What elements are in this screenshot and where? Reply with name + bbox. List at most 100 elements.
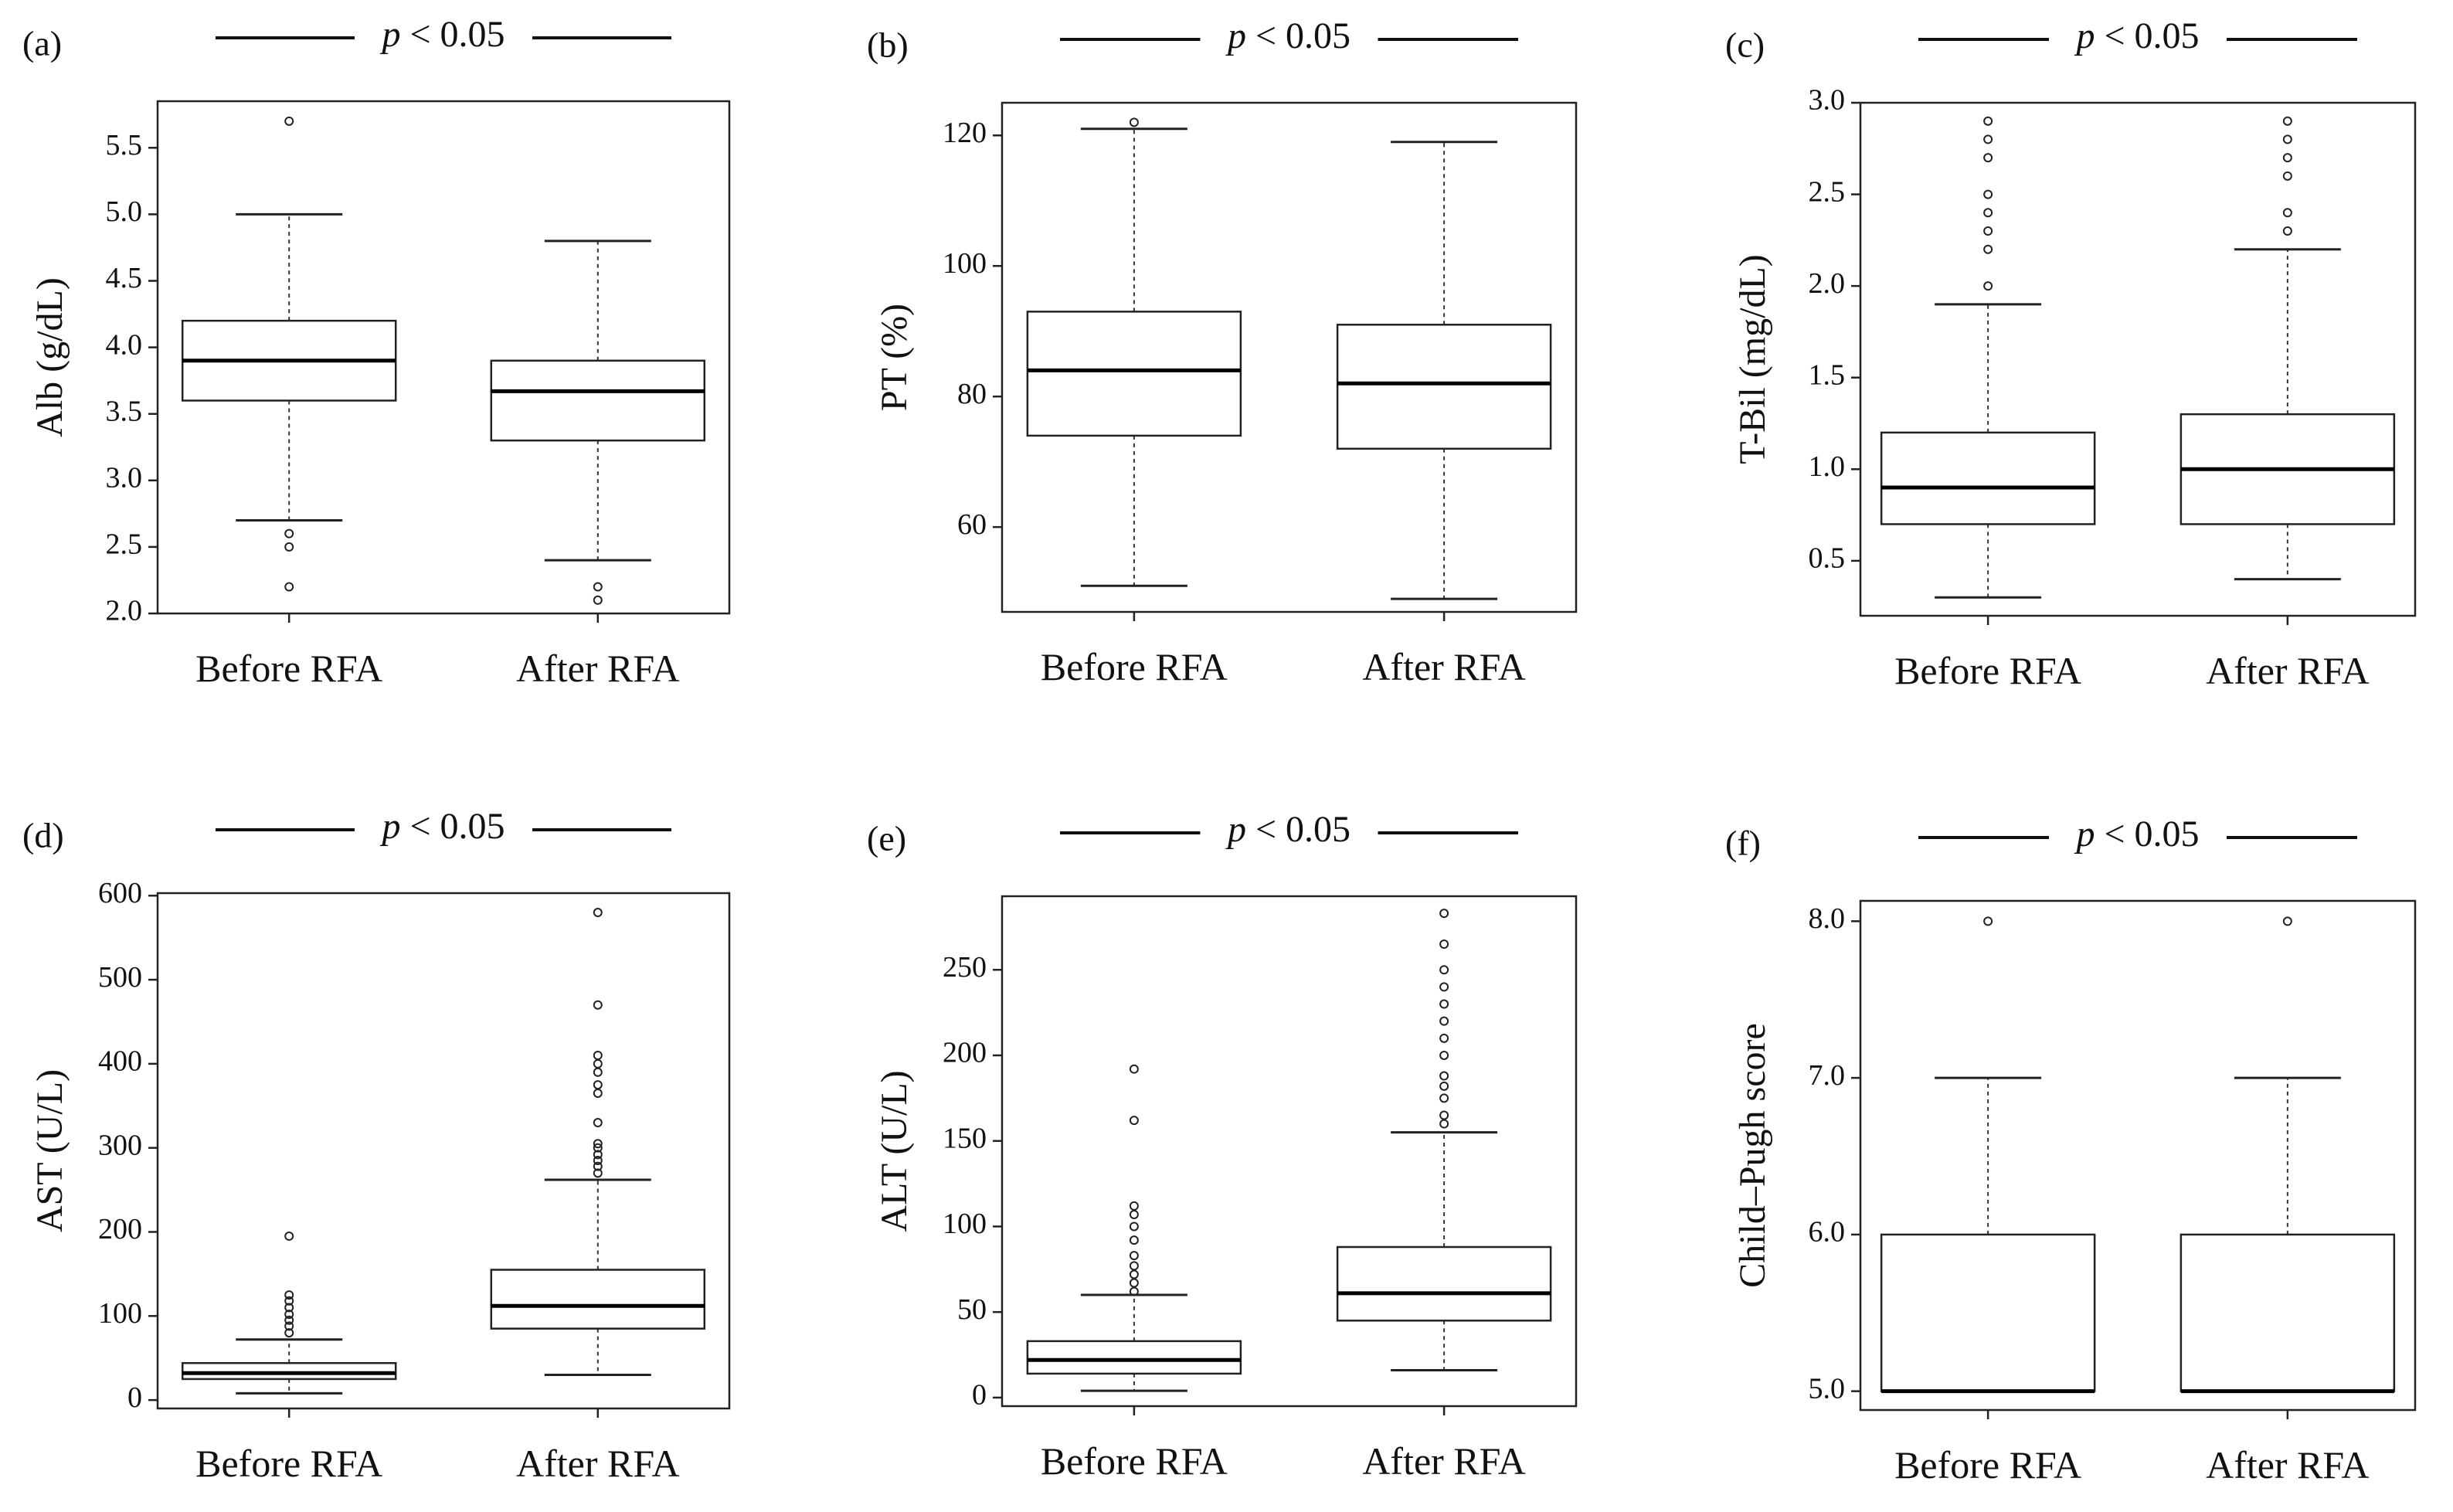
outlier-point [284, 1328, 294, 1338]
panel-d: (d) p < 0.05 0 100 200 300 400 500 600 AST (U/L) B… [22, 806, 731, 1485]
panel-e: (e) p < 0.05 0 50 100 150 200 250 ALT (U/L) Befor… [867, 809, 1578, 1483]
panel-f: (f) p < 0.05 5.0 6.0 7.0 8.0 Child–Pugh score B… [1725, 814, 2417, 1487]
box-before: Before RFA [1880, 916, 2096, 1487]
significance-label: p < 0.05 [1225, 809, 1351, 850]
outlier-point [1129, 1209, 1139, 1219]
significance-label: p < 0.05 [2074, 814, 2199, 855]
y-tick-label: 5.0 [106, 195, 143, 228]
outlier-point [1439, 909, 1449, 919]
plot-frame [1001, 101, 1578, 613]
outlier-point [1439, 1071, 1449, 1081]
y-tick-label: 5.0 [1809, 1372, 1846, 1405]
y-tick-label: 4.5 [106, 262, 143, 294]
outlier-point [593, 1118, 603, 1128]
panel-c: (c) p < 0.05 0.5 1.0 1.5 2.0 2.5 3.0 T-Bil (mg/d… [1725, 15, 2417, 692]
outlier-point [1983, 244, 1993, 254]
box-before: Before RFA [1026, 1064, 1242, 1483]
outlier-point [2282, 153, 2292, 163]
x-tick-label: After RFA [516, 1442, 680, 1485]
iqr-box [1026, 311, 1242, 437]
outlier-point [284, 116, 294, 126]
outlier-point [284, 542, 294, 552]
outlier-point [593, 1088, 603, 1098]
outlier-point [284, 528, 294, 539]
outlier-point [593, 1168, 603, 1178]
x-tick-label: Before RFA [195, 647, 382, 690]
y-tick-label: 50 [957, 1293, 987, 1326]
box-after: After RFA [2180, 116, 2396, 692]
outlier-point [593, 1143, 603, 1153]
outlier-point [1129, 1286, 1139, 1296]
panel-label: (e) [867, 819, 906, 858]
y-tick-label: 200 [943, 1037, 987, 1069]
x-tick-label: After RFA [1362, 1439, 1526, 1483]
y-tick-label: 60 [957, 508, 987, 541]
y-tick-label: 100 [943, 1208, 987, 1240]
outlier-point [2282, 916, 2292, 926]
iqr-box [1336, 1245, 1552, 1322]
y-axis-label: PT (%) [874, 304, 915, 411]
outlier-point [284, 1296, 294, 1306]
outlier-point [1439, 1081, 1449, 1091]
outlier-point [1129, 1261, 1139, 1271]
y-tick-label: 2.0 [106, 595, 143, 627]
outlier-point [1129, 117, 1139, 127]
y-tick-label: 6.0 [1809, 1216, 1846, 1249]
iqr-box [490, 1269, 706, 1330]
outlier-point [1983, 208, 1993, 218]
x-tick-label: Before RFA [1041, 1439, 1228, 1483]
x-tick-label: Before RFA [1041, 645, 1228, 688]
plot-frame [156, 100, 731, 615]
box-after: After RFA [490, 908, 706, 1485]
y-tick-label: 300 [98, 1129, 142, 1161]
significance-label: p < 0.05 [379, 806, 505, 847]
y-tick-label: 3.0 [1809, 84, 1846, 117]
outlier-point [593, 1058, 603, 1069]
iqr-box [490, 359, 706, 442]
outlier-point [1439, 1110, 1449, 1120]
outlier-point [1983, 281, 1993, 291]
y-axis-label: AST (U/L) [29, 1069, 70, 1232]
panel-a: (a) p < 0.05 2.0 2.5 3.0 3.5 4.0 4.5 5.0 5.5 Alb (… [22, 14, 731, 690]
outlier-point [284, 1303, 294, 1313]
iqr-box [181, 1361, 397, 1381]
y-tick-label: 8.0 [1809, 902, 1846, 935]
outlier-point [1129, 1269, 1139, 1279]
iqr-box [1880, 1233, 2096, 1392]
outlier-point [593, 595, 603, 605]
outlier-point [593, 908, 603, 918]
y-tick-label: 120 [943, 117, 987, 149]
y-axis-label: ALT (U/L) [874, 1070, 915, 1232]
y-axis-label: T-Bil (mg/dL) [1732, 254, 1773, 464]
y-tick-label: 1.5 [1809, 358, 1846, 391]
y-tick-label: 3.5 [106, 395, 143, 427]
y-tick-label: 400 [98, 1045, 142, 1078]
panel-label: (b) [867, 25, 909, 65]
outlier-point [1983, 916, 1993, 926]
panel-label: (f) [1725, 824, 1761, 863]
x-tick-label: After RFA [2206, 1443, 2370, 1487]
significance-label: p < 0.05 [379, 14, 505, 55]
box-after: After RFA [1336, 141, 1552, 688]
outlier-point [284, 1321, 294, 1331]
y-tick-label: 4.0 [106, 328, 143, 361]
plot-frame [1001, 895, 1578, 1408]
x-tick-label: Before RFA [195, 1442, 382, 1485]
outlier-point [284, 1315, 294, 1325]
y-tick-label: 600 [98, 877, 142, 909]
y-axis-label: Alb (g/dL) [29, 277, 70, 437]
box-before: Before RFA [181, 116, 397, 690]
outlier-point [1983, 189, 1993, 199]
iqr-box [1880, 431, 2096, 525]
y-tick-label: 100 [98, 1297, 142, 1330]
y-tick-label: 150 [943, 1122, 987, 1154]
outlier-point [593, 1080, 603, 1090]
outlier-point [1129, 1116, 1139, 1126]
outlier-point [2282, 226, 2292, 236]
outlier-point [593, 582, 603, 592]
outlier-point [2282, 134, 2292, 144]
y-tick-label: 80 [957, 378, 987, 410]
x-tick-label: Before RFA [1894, 1443, 2081, 1487]
outlier-point [1983, 226, 1993, 236]
